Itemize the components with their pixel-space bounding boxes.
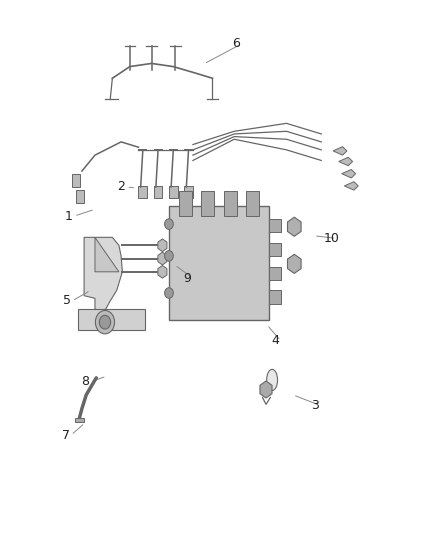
Ellipse shape bbox=[267, 369, 278, 391]
Polygon shape bbox=[333, 147, 347, 155]
Polygon shape bbox=[339, 157, 353, 166]
Circle shape bbox=[99, 316, 111, 329]
Circle shape bbox=[165, 219, 173, 229]
Polygon shape bbox=[78, 309, 145, 330]
Bar bbox=[169, 206, 269, 319]
Text: 6: 6 bbox=[233, 37, 240, 50]
Polygon shape bbox=[342, 169, 356, 178]
Polygon shape bbox=[344, 182, 358, 190]
Text: 3: 3 bbox=[311, 399, 319, 412]
Bar bbox=[269, 243, 281, 256]
Polygon shape bbox=[95, 237, 119, 272]
Bar bbox=[169, 186, 178, 198]
Text: 9: 9 bbox=[184, 272, 191, 285]
Text: 10: 10 bbox=[323, 232, 339, 245]
Bar bbox=[76, 190, 84, 203]
Text: 4: 4 bbox=[272, 334, 279, 347]
Bar bbox=[179, 191, 191, 216]
Bar bbox=[154, 186, 162, 198]
Circle shape bbox=[165, 251, 173, 261]
Bar bbox=[269, 219, 281, 232]
Bar bbox=[138, 186, 147, 198]
Text: 2: 2 bbox=[117, 181, 125, 193]
Text: 7: 7 bbox=[62, 429, 70, 442]
Bar bbox=[224, 191, 237, 216]
Bar bbox=[269, 266, 281, 280]
Circle shape bbox=[95, 311, 115, 334]
Text: 8: 8 bbox=[81, 375, 89, 388]
Bar bbox=[247, 191, 259, 216]
Bar bbox=[184, 186, 193, 198]
Bar bbox=[269, 290, 281, 304]
Bar bbox=[201, 191, 214, 216]
Polygon shape bbox=[84, 237, 122, 312]
Text: 5: 5 bbox=[63, 294, 71, 308]
Bar bbox=[75, 418, 84, 422]
Bar bbox=[72, 174, 80, 187]
Text: 1: 1 bbox=[65, 209, 73, 223]
Circle shape bbox=[165, 288, 173, 298]
